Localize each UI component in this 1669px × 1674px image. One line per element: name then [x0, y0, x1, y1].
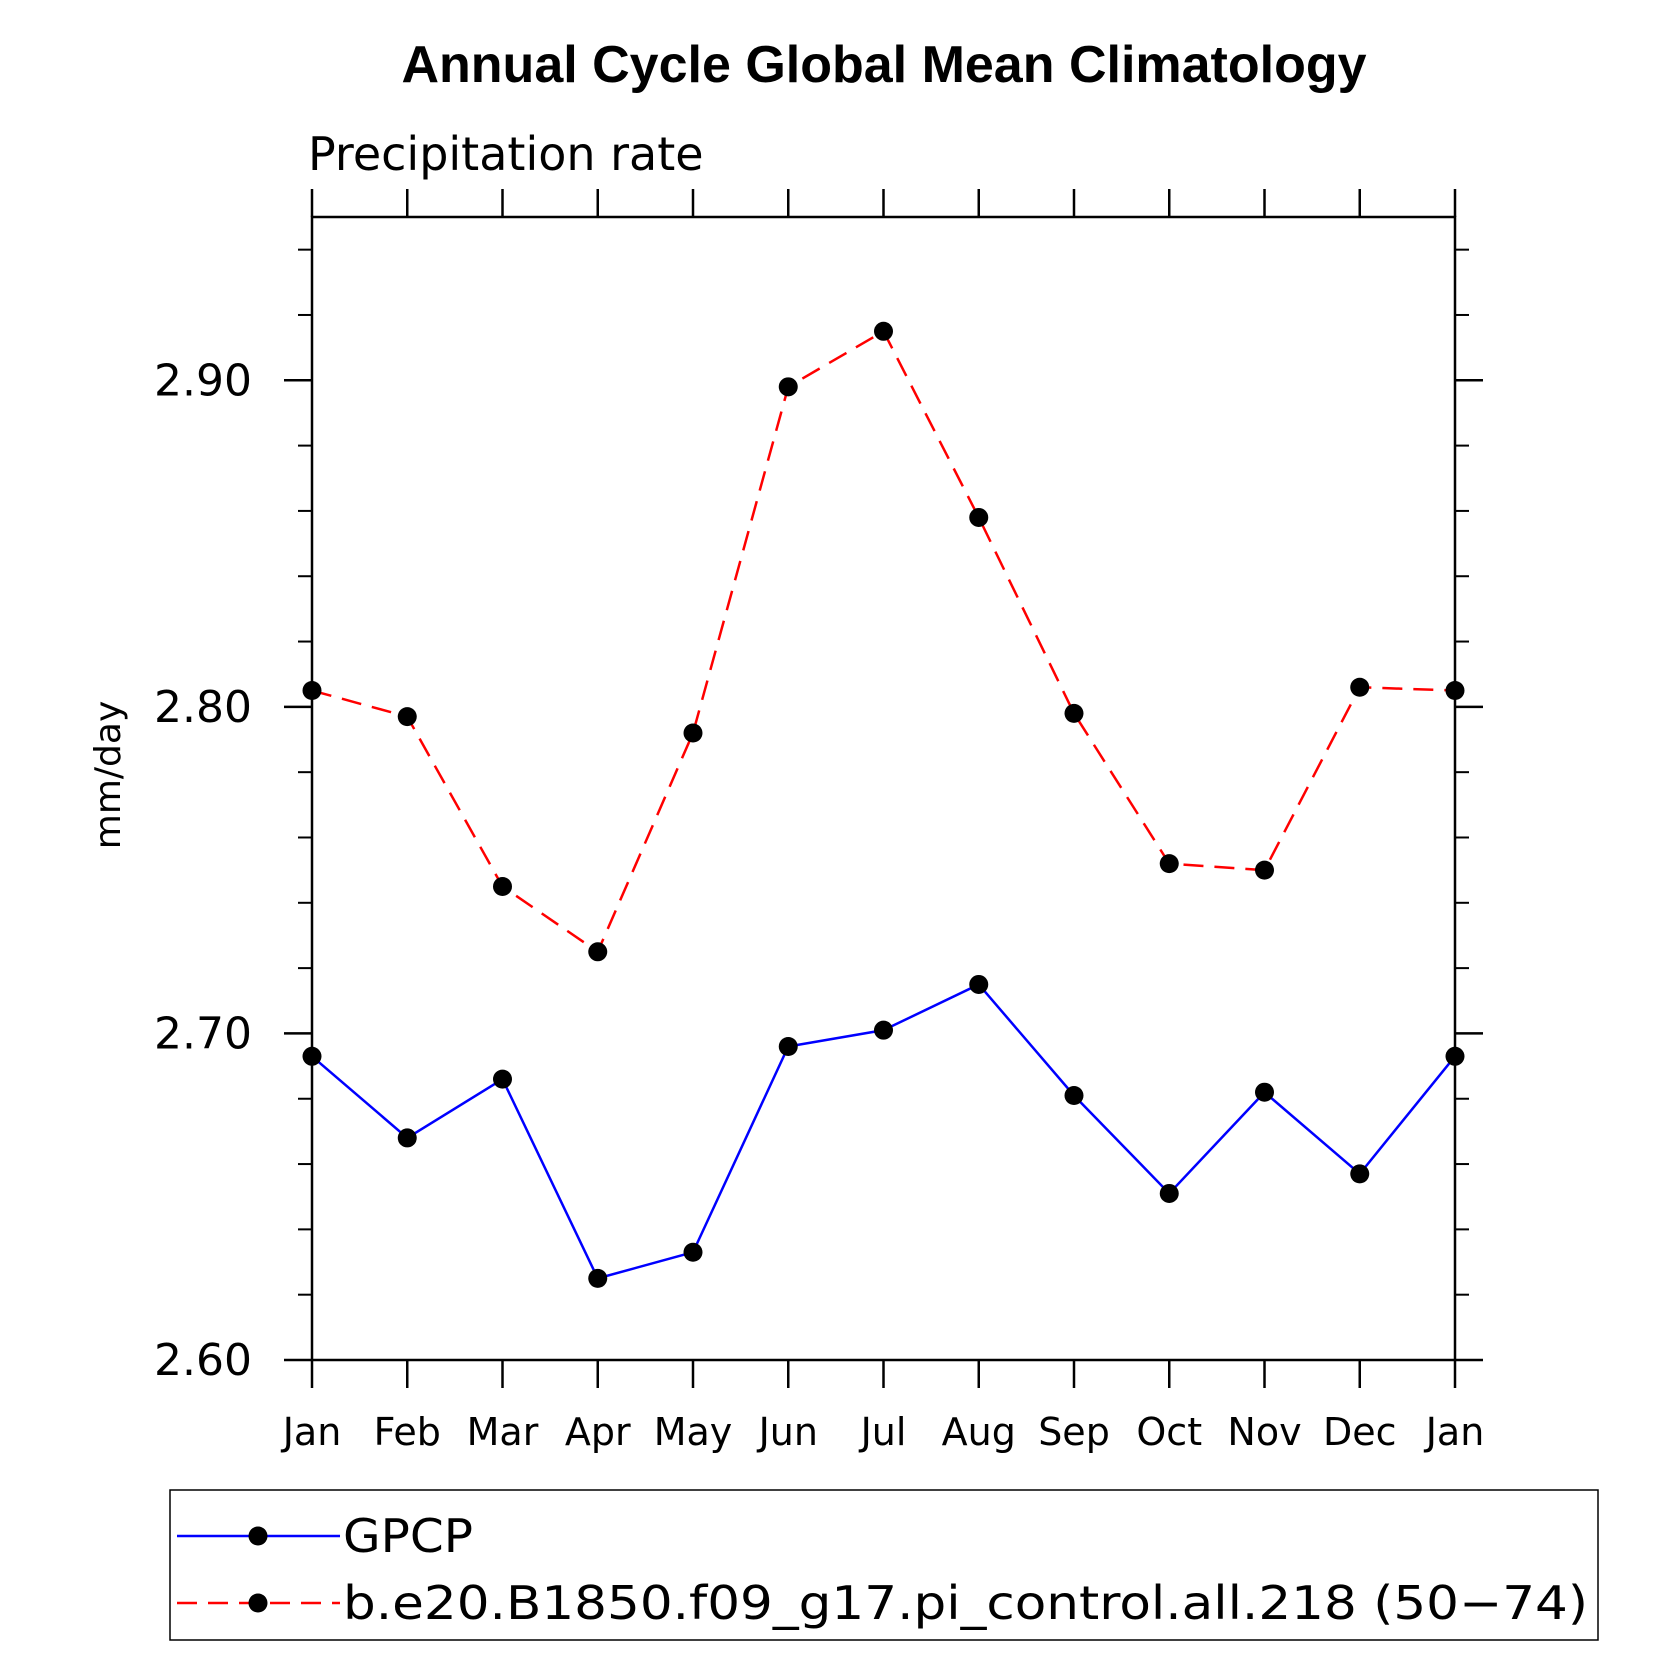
chart-subtitle: Precipitation rate — [308, 127, 704, 181]
x-tick-label: Aug — [942, 1410, 1016, 1454]
legend-marker-model — [248, 1593, 268, 1613]
data-point — [588, 942, 608, 962]
x-tick-label: Feb — [374, 1410, 441, 1454]
x-tick-label: Mar — [467, 1410, 539, 1454]
legend: GPCP b.e20.B1850.f09_g17.pi_control.all.… — [169, 1489, 1599, 1641]
series-line-1 — [311, 329, 1456, 954]
x-tick-label: Jun — [757, 1410, 818, 1454]
x-tick-label: Sep — [1038, 1410, 1110, 1454]
data-point — [683, 723, 703, 743]
series-layer — [302, 321, 1465, 1288]
legend-label-gpcp: GPCP — [343, 1509, 473, 1563]
y-tick-label: 2.90 — [154, 355, 252, 406]
data-point — [1350, 1164, 1370, 1184]
data-point — [493, 1069, 512, 1089]
legend-label-model: b.e20.B1850.f09_g17.pi_control.all.218 (… — [343, 1576, 1588, 1630]
x-tick-label: Jan — [281, 1410, 342, 1454]
data-point — [493, 876, 512, 896]
data-point — [588, 1268, 608, 1288]
y-tick-label: 2.80 — [154, 682, 252, 733]
data-point — [1064, 1085, 1084, 1105]
data-point — [1255, 860, 1274, 880]
x-tick-label: Dec — [1323, 1410, 1397, 1454]
data-point — [1159, 1183, 1179, 1203]
axis-ticks: Jan Feb Mar Apr May Jun Jul Aug Sep Oct Nov Dec Jan 2… — [154, 189, 1484, 1454]
legend-box — [169, 1489, 1599, 1641]
data-point — [1159, 854, 1179, 874]
legend-marker-gpcp — [248, 1526, 268, 1546]
y-tick-label: 2.70 — [154, 1008, 252, 1059]
y-tick-label: 2.60 — [154, 1335, 252, 1386]
data-point — [1255, 1082, 1274, 1102]
x-tick-label: Nov — [1227, 1410, 1301, 1454]
x-tick-label: May — [654, 1410, 733, 1454]
x-tick-label: Oct — [1136, 1410, 1202, 1454]
data-point — [778, 377, 798, 397]
plot-frame — [310, 215, 1457, 1362]
data-point — [1064, 703, 1084, 723]
data-point — [397, 1128, 417, 1148]
data-point — [1350, 677, 1370, 697]
x-tick-label: Jan — [1424, 1410, 1485, 1454]
data-point — [874, 1020, 893, 1040]
y-axis-label: mm/day — [88, 701, 129, 849]
data-point — [778, 1036, 798, 1056]
x-tick-label: Apr — [565, 1410, 631, 1454]
data-point — [969, 974, 989, 994]
x-tick-label: Jul — [859, 1410, 907, 1454]
data-point — [397, 707, 417, 727]
data-point — [969, 507, 989, 527]
data-point — [683, 1242, 703, 1262]
data-point — [874, 321, 893, 341]
chart-title: Annual Cycle Global Mean Climatology — [401, 36, 1366, 94]
